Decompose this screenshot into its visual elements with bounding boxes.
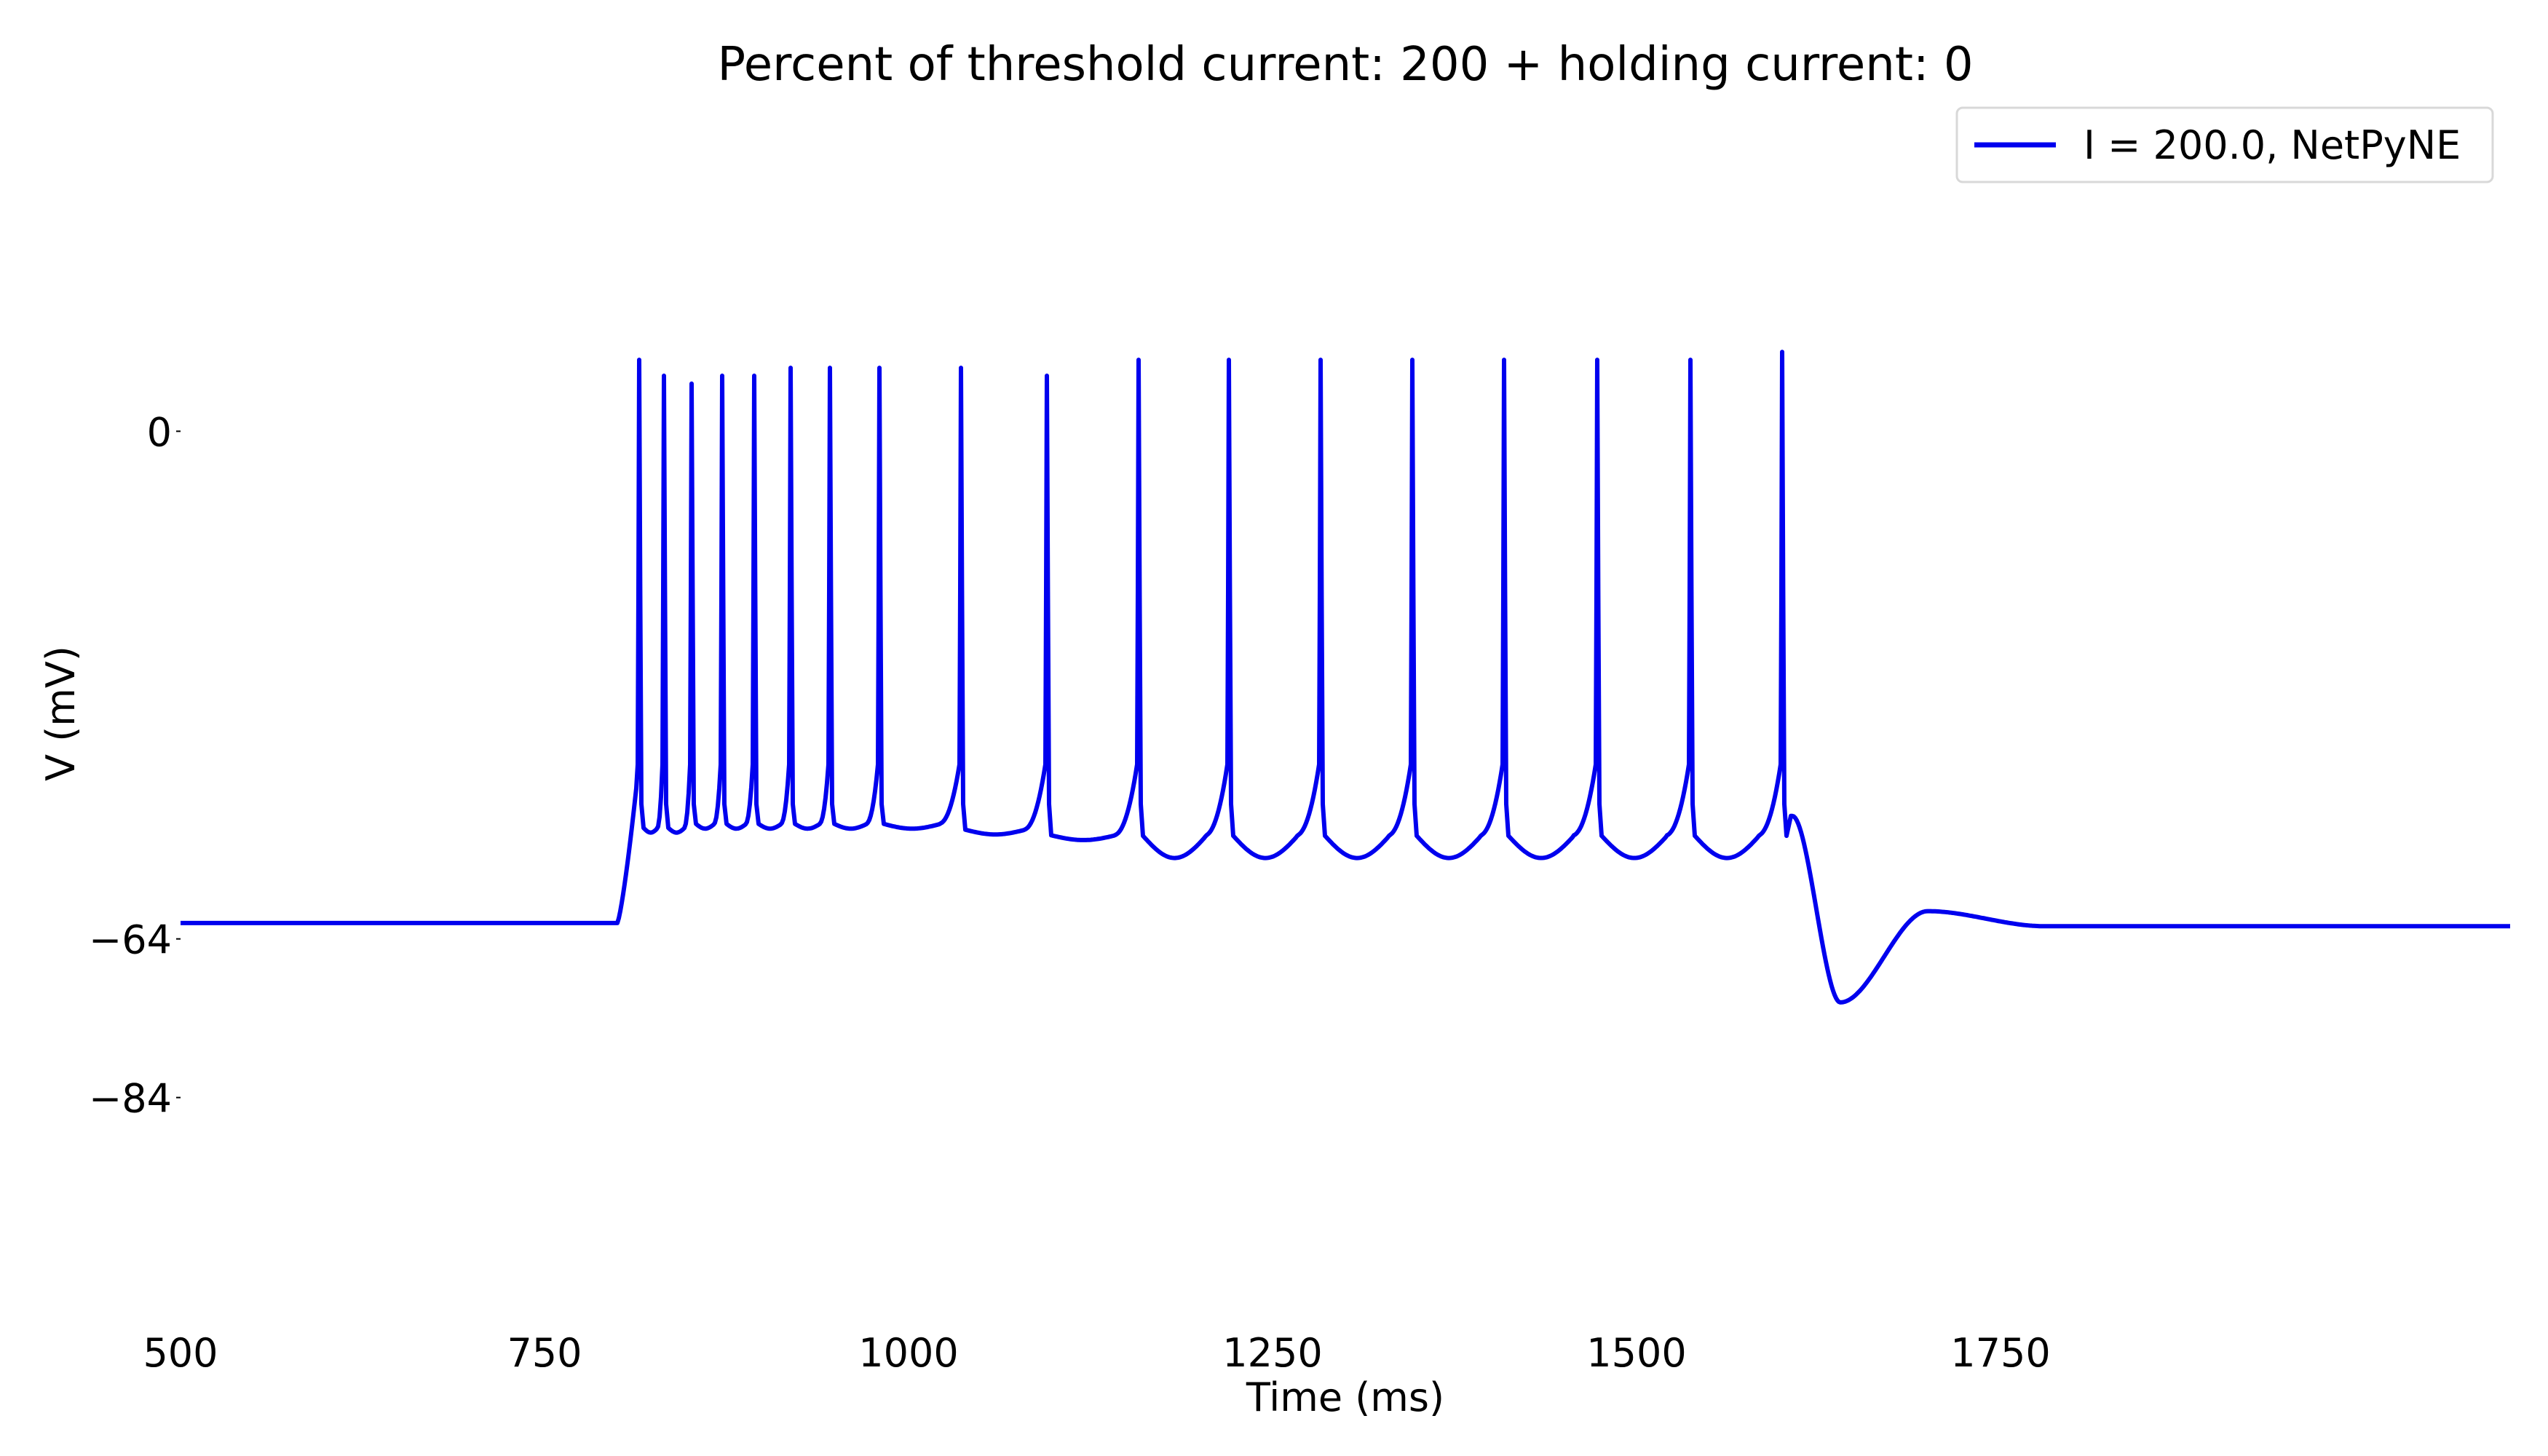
x-axis-label: Time (ms) [1246,1374,1444,1420]
x-tick-label: 1500 [1586,1330,1686,1376]
series-layer [181,349,2510,1005]
y-axis-label: V (mV) [38,646,84,781]
x-tick-label: 1750 [1950,1330,2050,1376]
x-tick-label: 750 [507,1330,582,1376]
y-tick-label: 0 [147,409,172,455]
x-tick-label: 1000 [858,1330,958,1376]
legend-box [1955,106,2494,183]
legend: I = 200.0, NetPyNE [1955,106,2494,183]
y-tick-label: −64 [89,917,172,963]
y-tick-label: −84 [89,1076,172,1122]
legend-label: I = 200.0, NetPyNE [2084,122,2461,168]
x-tick-label: 1250 [1222,1330,1322,1376]
y-axis: 0 −64 −84 [89,409,181,1122]
x-tick-label: 500 [143,1330,218,1376]
series-line [181,349,2510,1005]
chart-title: Percent of threshold current: 200 + hold… [717,38,1973,92]
x-axis: 500 750 1000 1250 1500 1750 [143,1330,2050,1376]
